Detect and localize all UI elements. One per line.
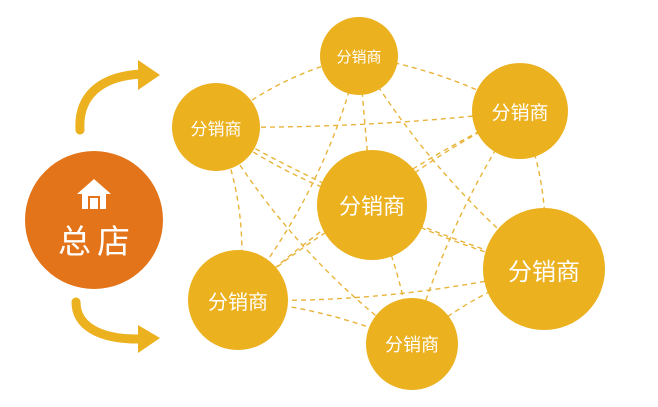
distributor-node: 分销商 bbox=[172, 83, 260, 171]
distributor-node: 分销商 bbox=[320, 17, 398, 95]
distributor-node: 分销商 bbox=[317, 150, 427, 260]
arrow-down-right bbox=[71, 297, 160, 353]
distributor-label: 分销商 bbox=[190, 119, 242, 140]
distributor-label: 分销商 bbox=[508, 257, 580, 286]
distributor-label: 分销商 bbox=[338, 195, 405, 220]
distributor-node: 分销商 bbox=[188, 250, 288, 350]
headquarters-label: 总店 bbox=[58, 222, 136, 261]
network-link bbox=[358, 55, 373, 206]
headquarters-node: 总店 bbox=[25, 151, 163, 289]
house-icon bbox=[77, 179, 111, 209]
network-link bbox=[411, 110, 521, 345]
distributor-node: 分销商 bbox=[483, 208, 605, 330]
distributor-node: 分销商 bbox=[472, 63, 568, 159]
distributor-label: 分销商 bbox=[208, 289, 268, 314]
distributor-label: 分销商 bbox=[336, 47, 382, 66]
arrow-up-right bbox=[75, 60, 160, 135]
distributor-label: 分销商 bbox=[385, 335, 439, 356]
distributor-label: 分销商 bbox=[491, 101, 549, 124]
network-link bbox=[237, 55, 360, 301]
distributor-node: 分销商 bbox=[366, 298, 458, 390]
